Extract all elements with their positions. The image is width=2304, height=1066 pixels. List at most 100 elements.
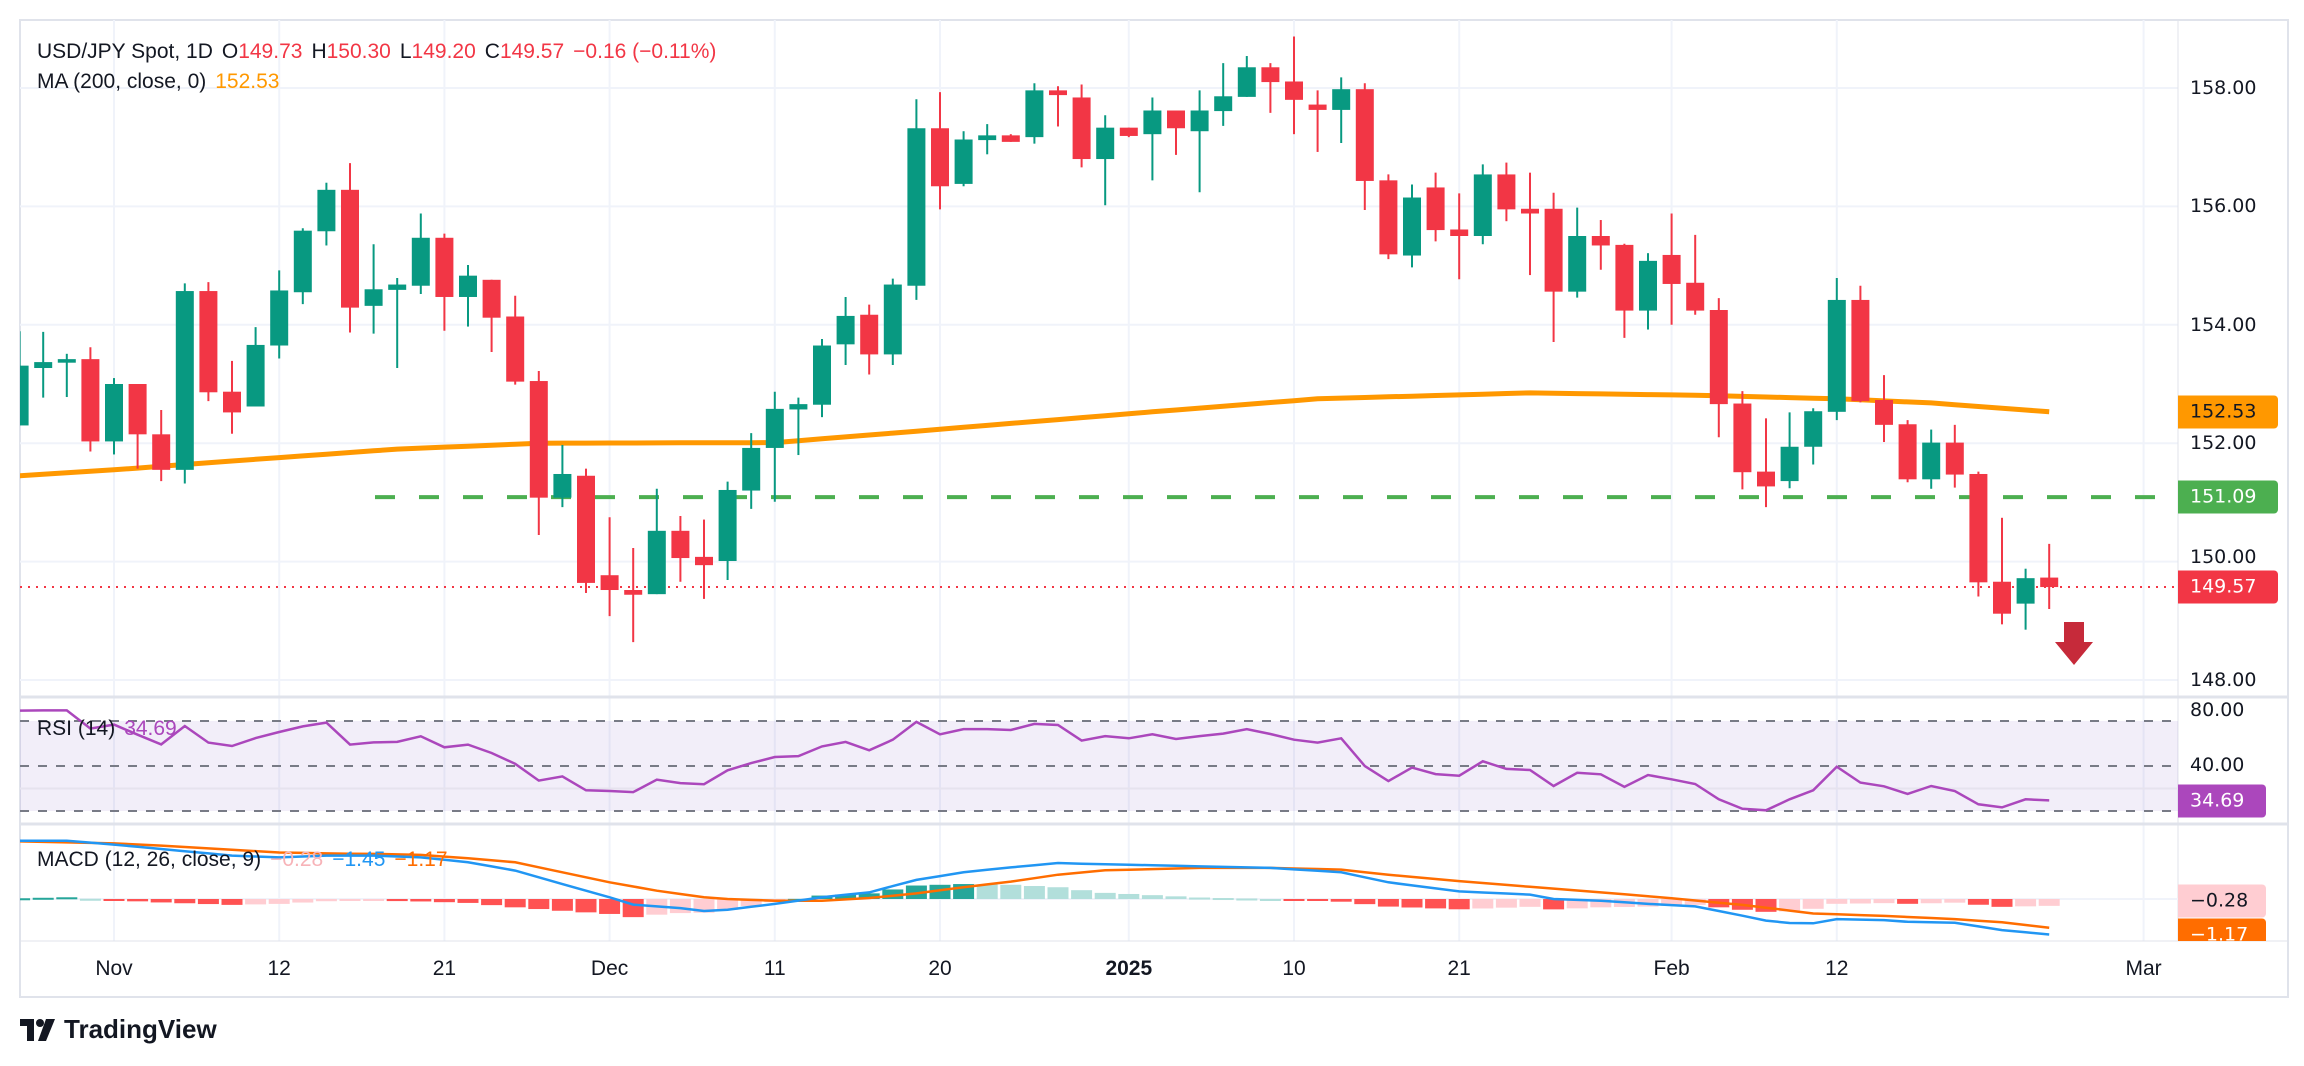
macd-histogram-bar — [1165, 896, 1187, 899]
macd-histogram-bar — [1920, 899, 1942, 904]
macd-histogram-bar — [1071, 890, 1093, 899]
candle-body — [105, 384, 123, 442]
candle-body — [529, 381, 548, 498]
candle-body — [506, 316, 525, 382]
macd-histogram-bar — [1849, 899, 1871, 904]
candle-body — [1379, 180, 1398, 255]
low-value: 149.20 — [411, 40, 476, 63]
candle — [152, 410, 171, 482]
candle — [1591, 220, 1610, 270]
candle-body — [1544, 208, 1563, 292]
macd-histogram-bar — [1779, 899, 1801, 912]
price-axis-tick: 148.00 — [2190, 669, 2257, 691]
macd-histogram-bar — [386, 899, 408, 902]
candle — [1922, 429, 1941, 489]
candle-body — [836, 315, 855, 345]
candle — [1568, 207, 1587, 298]
candle-body — [1898, 424, 1917, 480]
candle-body — [1332, 89, 1351, 110]
candle-body — [341, 189, 359, 308]
candle — [1757, 418, 1775, 508]
candle — [695, 519, 713, 599]
candle-body — [1497, 174, 1516, 210]
macd-histogram-bar — [2015, 899, 2037, 907]
rsi-value-tag: 34.69 — [2178, 784, 2266, 818]
macd-legend-label[interactable]: MACD (12, 26, close, 9) — [37, 848, 262, 871]
down-arrow-icon — [2055, 622, 2093, 665]
rsi-legend-label[interactable]: RSI (14) — [37, 717, 116, 740]
macd-histogram-bar — [599, 899, 621, 914]
chart-frame — [19, 19, 2289, 998]
macd-histogram-bar — [1967, 899, 1989, 905]
candle-body — [1426, 187, 1445, 231]
macd-histogram-bar — [1448, 899, 1470, 910]
macd-histogram-bar — [315, 899, 337, 902]
time-axis-label: Feb — [1653, 957, 1690, 980]
macd-histogram-bar — [1236, 898, 1258, 901]
rsi-axis[interactable]: 80.00 40.00 34.69 — [2178, 697, 2288, 824]
candle — [1308, 90, 1327, 152]
macd-histogram-bar — [150, 899, 172, 903]
candle — [1332, 77, 1351, 144]
candle — [2040, 543, 2059, 609]
rsi-line — [20, 709, 2050, 812]
candle-body — [1662, 254, 1681, 284]
macd-pane[interactable] — [9, 839, 2178, 936]
rsi-axis-tick: 40.00 — [2190, 754, 2245, 776]
candle — [341, 163, 359, 333]
macd-histogram-bar — [1118, 893, 1140, 899]
candle — [954, 131, 973, 187]
macd-histogram-bar — [740, 899, 762, 906]
candle — [1521, 172, 1539, 276]
macd-histogram-bar — [551, 899, 573, 911]
tradingview-logo-icon — [20, 1018, 55, 1041]
macd-signal-line — [20, 840, 2050, 929]
macd-histogram-bar — [268, 899, 290, 904]
time-axis-label: Nov — [95, 957, 133, 980]
candle — [600, 517, 619, 617]
candle — [1190, 90, 1209, 193]
candle-body — [1591, 236, 1610, 246]
candle-body — [1709, 310, 1728, 405]
candle — [742, 433, 761, 509]
macd-histogram-bar — [1141, 895, 1163, 899]
candle-body — [317, 189, 336, 232]
candle-body — [1993, 581, 2011, 614]
candle — [836, 296, 855, 366]
macd-histogram-bar — [1000, 884, 1022, 899]
symbol-legend: USD/JPY Spot, 1D O 149.73 H 150.30 L 149.20… — [37, 40, 716, 64]
macd-histogram-bar — [32, 897, 54, 900]
price-axis-tick: 156.00 — [2190, 195, 2257, 218]
candle-body — [883, 284, 902, 355]
macd-histogram-bar — [221, 899, 243, 905]
tradingview-logo[interactable]: TradingView — [20, 1014, 217, 1045]
candle-body — [1072, 97, 1091, 160]
ma-price-tag: 152.53 — [2178, 395, 2278, 429]
macd-histogram-bar — [20, 898, 31, 901]
time-axis-label: 10 — [1282, 957, 1306, 980]
candle — [1686, 234, 1705, 315]
macd-histogram-bar — [1755, 899, 1777, 912]
macd-histogram-bar — [504, 899, 526, 908]
macd-histogram-bar — [1401, 899, 1423, 908]
open-value: 149.73 — [238, 40, 303, 63]
macd-axis[interactable]: −0.28 −1.17 — [2178, 824, 2288, 941]
candle — [1096, 115, 1115, 206]
candle — [860, 304, 879, 375]
ma-legend-label[interactable]: MA (200, close, 0) — [37, 70, 207, 93]
time-axis-label: 2025 — [1105, 957, 1153, 980]
candle — [883, 278, 902, 366]
symbol-title[interactable]: USD/JPY Spot, 1D — [37, 40, 213, 63]
candle-body — [577, 475, 595, 583]
candle-body — [1568, 236, 1587, 292]
candle-body — [1615, 244, 1634, 311]
price-pane[interactable] — [11, 36, 2178, 665]
candle — [1072, 84, 1091, 168]
rsi-axis-tick: 80.00 — [2190, 699, 2245, 721]
candle-body — [152, 434, 171, 470]
candle — [1544, 192, 1563, 342]
candle — [199, 282, 218, 402]
rsi-pane[interactable] — [20, 709, 2178, 812]
candle-body — [1049, 90, 1067, 96]
